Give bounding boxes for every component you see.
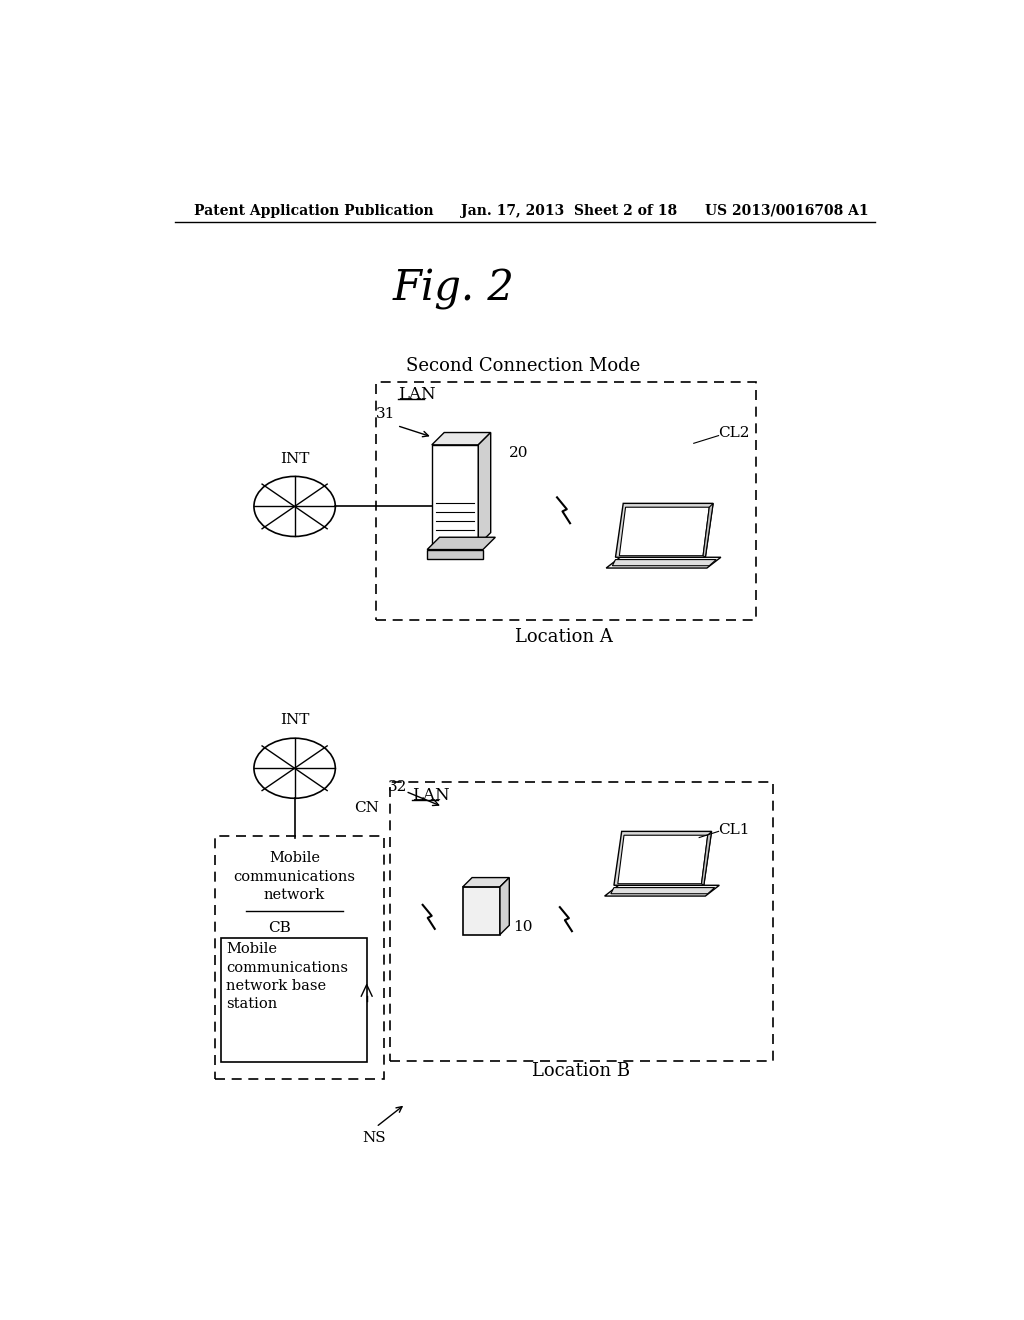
Text: 20: 20 [509, 446, 528, 459]
Text: INT: INT [280, 451, 309, 466]
Polygon shape [620, 507, 710, 556]
Text: Mobile
communications
network: Mobile communications network [233, 851, 355, 902]
Polygon shape [615, 503, 713, 557]
Text: INT: INT [280, 714, 309, 727]
Text: CN: CN [354, 800, 379, 814]
Polygon shape [612, 560, 716, 566]
Text: LAN: LAN [397, 387, 435, 404]
Text: Second Connection Mode: Second Connection Mode [407, 358, 640, 375]
Polygon shape [617, 836, 708, 884]
Text: Patent Application Publication: Patent Application Publication [194, 203, 433, 218]
Text: 32: 32 [388, 780, 408, 795]
Polygon shape [606, 557, 721, 568]
Polygon shape [427, 549, 483, 558]
Text: CL1: CL1 [719, 822, 750, 837]
Polygon shape [701, 832, 712, 886]
Text: Location B: Location B [532, 1061, 631, 1080]
Text: US 2013/0016708 A1: US 2013/0016708 A1 [706, 203, 869, 218]
Polygon shape [611, 887, 715, 894]
Polygon shape [604, 886, 719, 896]
Polygon shape [703, 503, 713, 557]
Polygon shape [432, 433, 490, 445]
Polygon shape [614, 832, 712, 886]
Polygon shape [463, 887, 500, 935]
Text: Fig. 2: Fig. 2 [392, 268, 514, 310]
Text: NS: NS [362, 1131, 386, 1144]
Polygon shape [478, 433, 490, 545]
Text: CL2: CL2 [719, 426, 750, 441]
Text: 10: 10 [513, 920, 532, 933]
Text: Location A: Location A [515, 628, 613, 647]
Polygon shape [500, 878, 509, 935]
Text: 31: 31 [376, 407, 395, 421]
Text: CB: CB [267, 921, 291, 936]
Polygon shape [463, 878, 509, 887]
Polygon shape [427, 537, 496, 549]
Text: LAN: LAN [412, 787, 450, 804]
Polygon shape [432, 445, 478, 545]
Text: Mobile
communications
network base
station: Mobile communications network base stati… [226, 942, 348, 1011]
Text: Jan. 17, 2013  Sheet 2 of 18: Jan. 17, 2013 Sheet 2 of 18 [461, 203, 677, 218]
